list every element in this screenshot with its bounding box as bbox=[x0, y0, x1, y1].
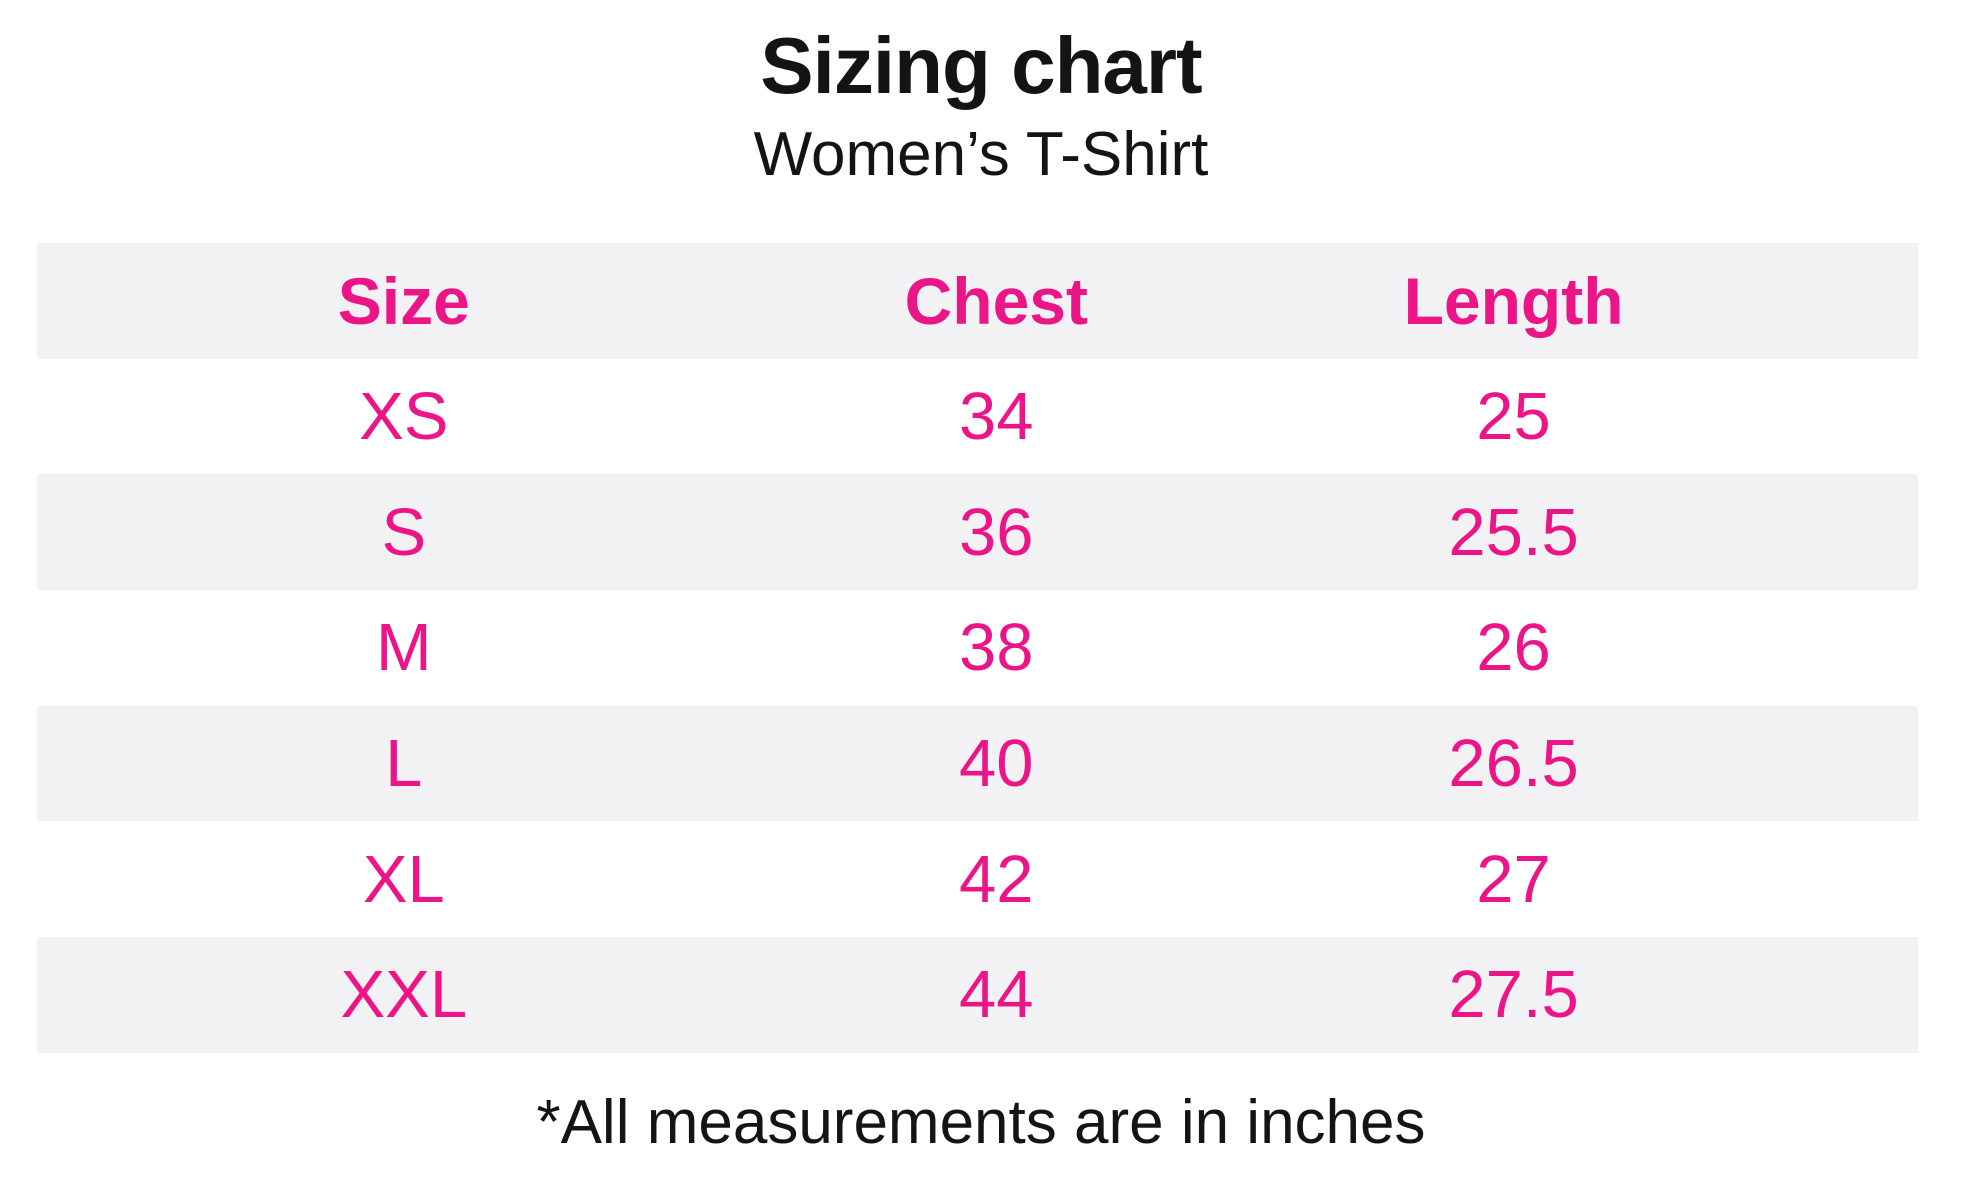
table-row-xl: XL 42 27 bbox=[37, 821, 1918, 937]
table-header-row: Size Chest Length bbox=[37, 243, 1918, 359]
length-cell: 25.5 bbox=[1448, 494, 1579, 570]
size-cell: L bbox=[385, 726, 423, 802]
size-cell: XS bbox=[359, 379, 449, 455]
measurements-footnote: *All measurements are in inches bbox=[536, 1088, 1426, 1157]
chest-cell: 34 bbox=[959, 379, 1034, 455]
size-cell: M bbox=[375, 610, 432, 686]
chest-cell: 44 bbox=[959, 957, 1034, 1033]
table-row-xxl: XXL 44 27.5 bbox=[37, 937, 1918, 1053]
size-cell: XXL bbox=[340, 957, 468, 1033]
sizing-table: Size Chest Length XS 34 25 S 36 25.5 M 3… bbox=[37, 243, 1918, 1053]
table-row-xs: XS 34 25 bbox=[37, 359, 1918, 475]
size-cell: XL bbox=[362, 841, 445, 917]
table-row-s: S 36 25.5 bbox=[37, 474, 1918, 591]
length-cell: 27 bbox=[1476, 841, 1551, 917]
table-row-m: M 38 26 bbox=[37, 590, 1918, 706]
table-row-l: L 40 26.5 bbox=[37, 705, 1918, 822]
chest-cell: 36 bbox=[959, 494, 1034, 570]
length-cell: 26.5 bbox=[1448, 726, 1579, 802]
page-title: Sizing chart bbox=[760, 21, 1202, 110]
page-subtitle: Women’s T-Shirt bbox=[753, 120, 1209, 189]
column-header-length: Length bbox=[1403, 263, 1624, 338]
chest-cell: 42 bbox=[959, 841, 1034, 917]
column-header-chest: Chest bbox=[904, 263, 1088, 338]
length-cell: 27.5 bbox=[1448, 957, 1579, 1033]
size-cell: S bbox=[381, 494, 427, 570]
chest-cell: 40 bbox=[959, 726, 1034, 802]
column-header-size: Size bbox=[337, 263, 470, 338]
chest-cell: 38 bbox=[959, 610, 1034, 686]
length-cell: 26 bbox=[1476, 610, 1551, 686]
length-cell: 25 bbox=[1476, 379, 1551, 455]
